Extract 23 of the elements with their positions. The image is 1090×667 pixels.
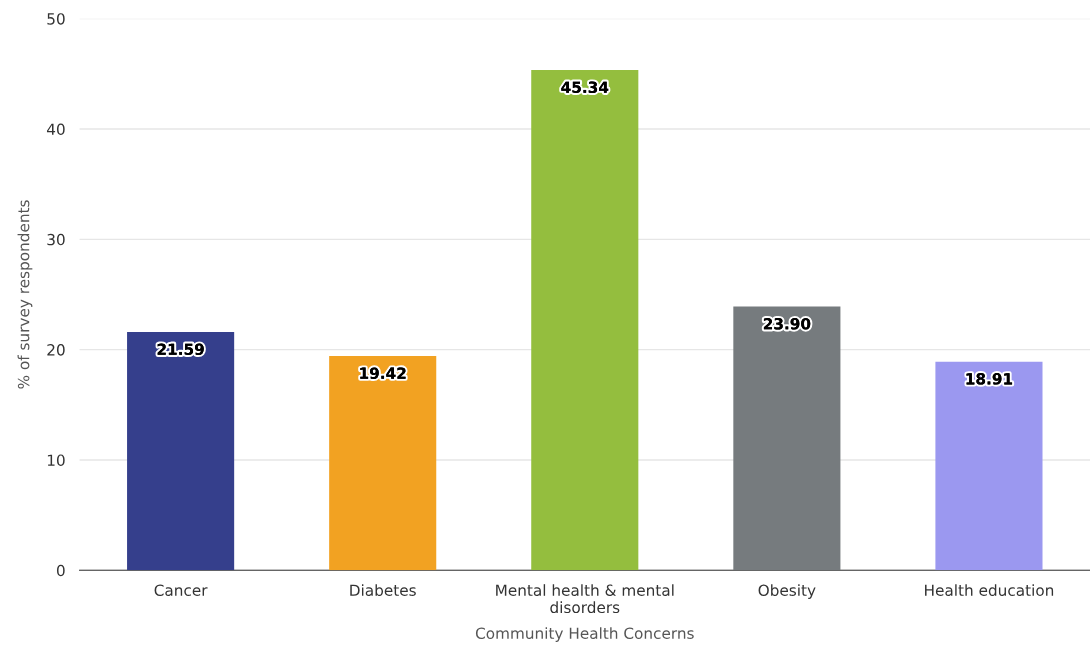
- x-tick-label: Cancer: [154, 584, 208, 596]
- data-label: 19.42: [360, 367, 406, 379]
- data-label: 18.91: [966, 373, 1013, 385]
- data-label: 23.90: [763, 318, 811, 330]
- y-axis-title: % of survey respondents: [17, 200, 33, 389]
- data-label: 21.59: [157, 343, 204, 356]
- x-axis-title: Community Health Concerns: [475, 627, 694, 642]
- x-tick-label: Mental health & mental disorders: [496, 584, 674, 614]
- y-tick-label: 40: [46, 123, 65, 136]
- data-label: 45.34: [561, 81, 609, 94]
- y-tick-label: 30: [47, 233, 65, 246]
- bar: [733, 306, 841, 571]
- y-tick-label: 50: [47, 13, 65, 25]
- x-tick-label: Obesity: [758, 584, 816, 599]
- y-tick-label: 10: [47, 454, 65, 466]
- bar: [531, 70, 639, 571]
- bar: [329, 356, 437, 571]
- y-tick-label: 20: [47, 344, 65, 356]
- bar: [127, 332, 235, 571]
- x-tick-label: Diabetes: [350, 584, 416, 596]
- bar: [935, 361, 1043, 571]
- x-tick-label: Health education: [925, 584, 1054, 596]
- y-tick-label: 0: [56, 564, 65, 577]
